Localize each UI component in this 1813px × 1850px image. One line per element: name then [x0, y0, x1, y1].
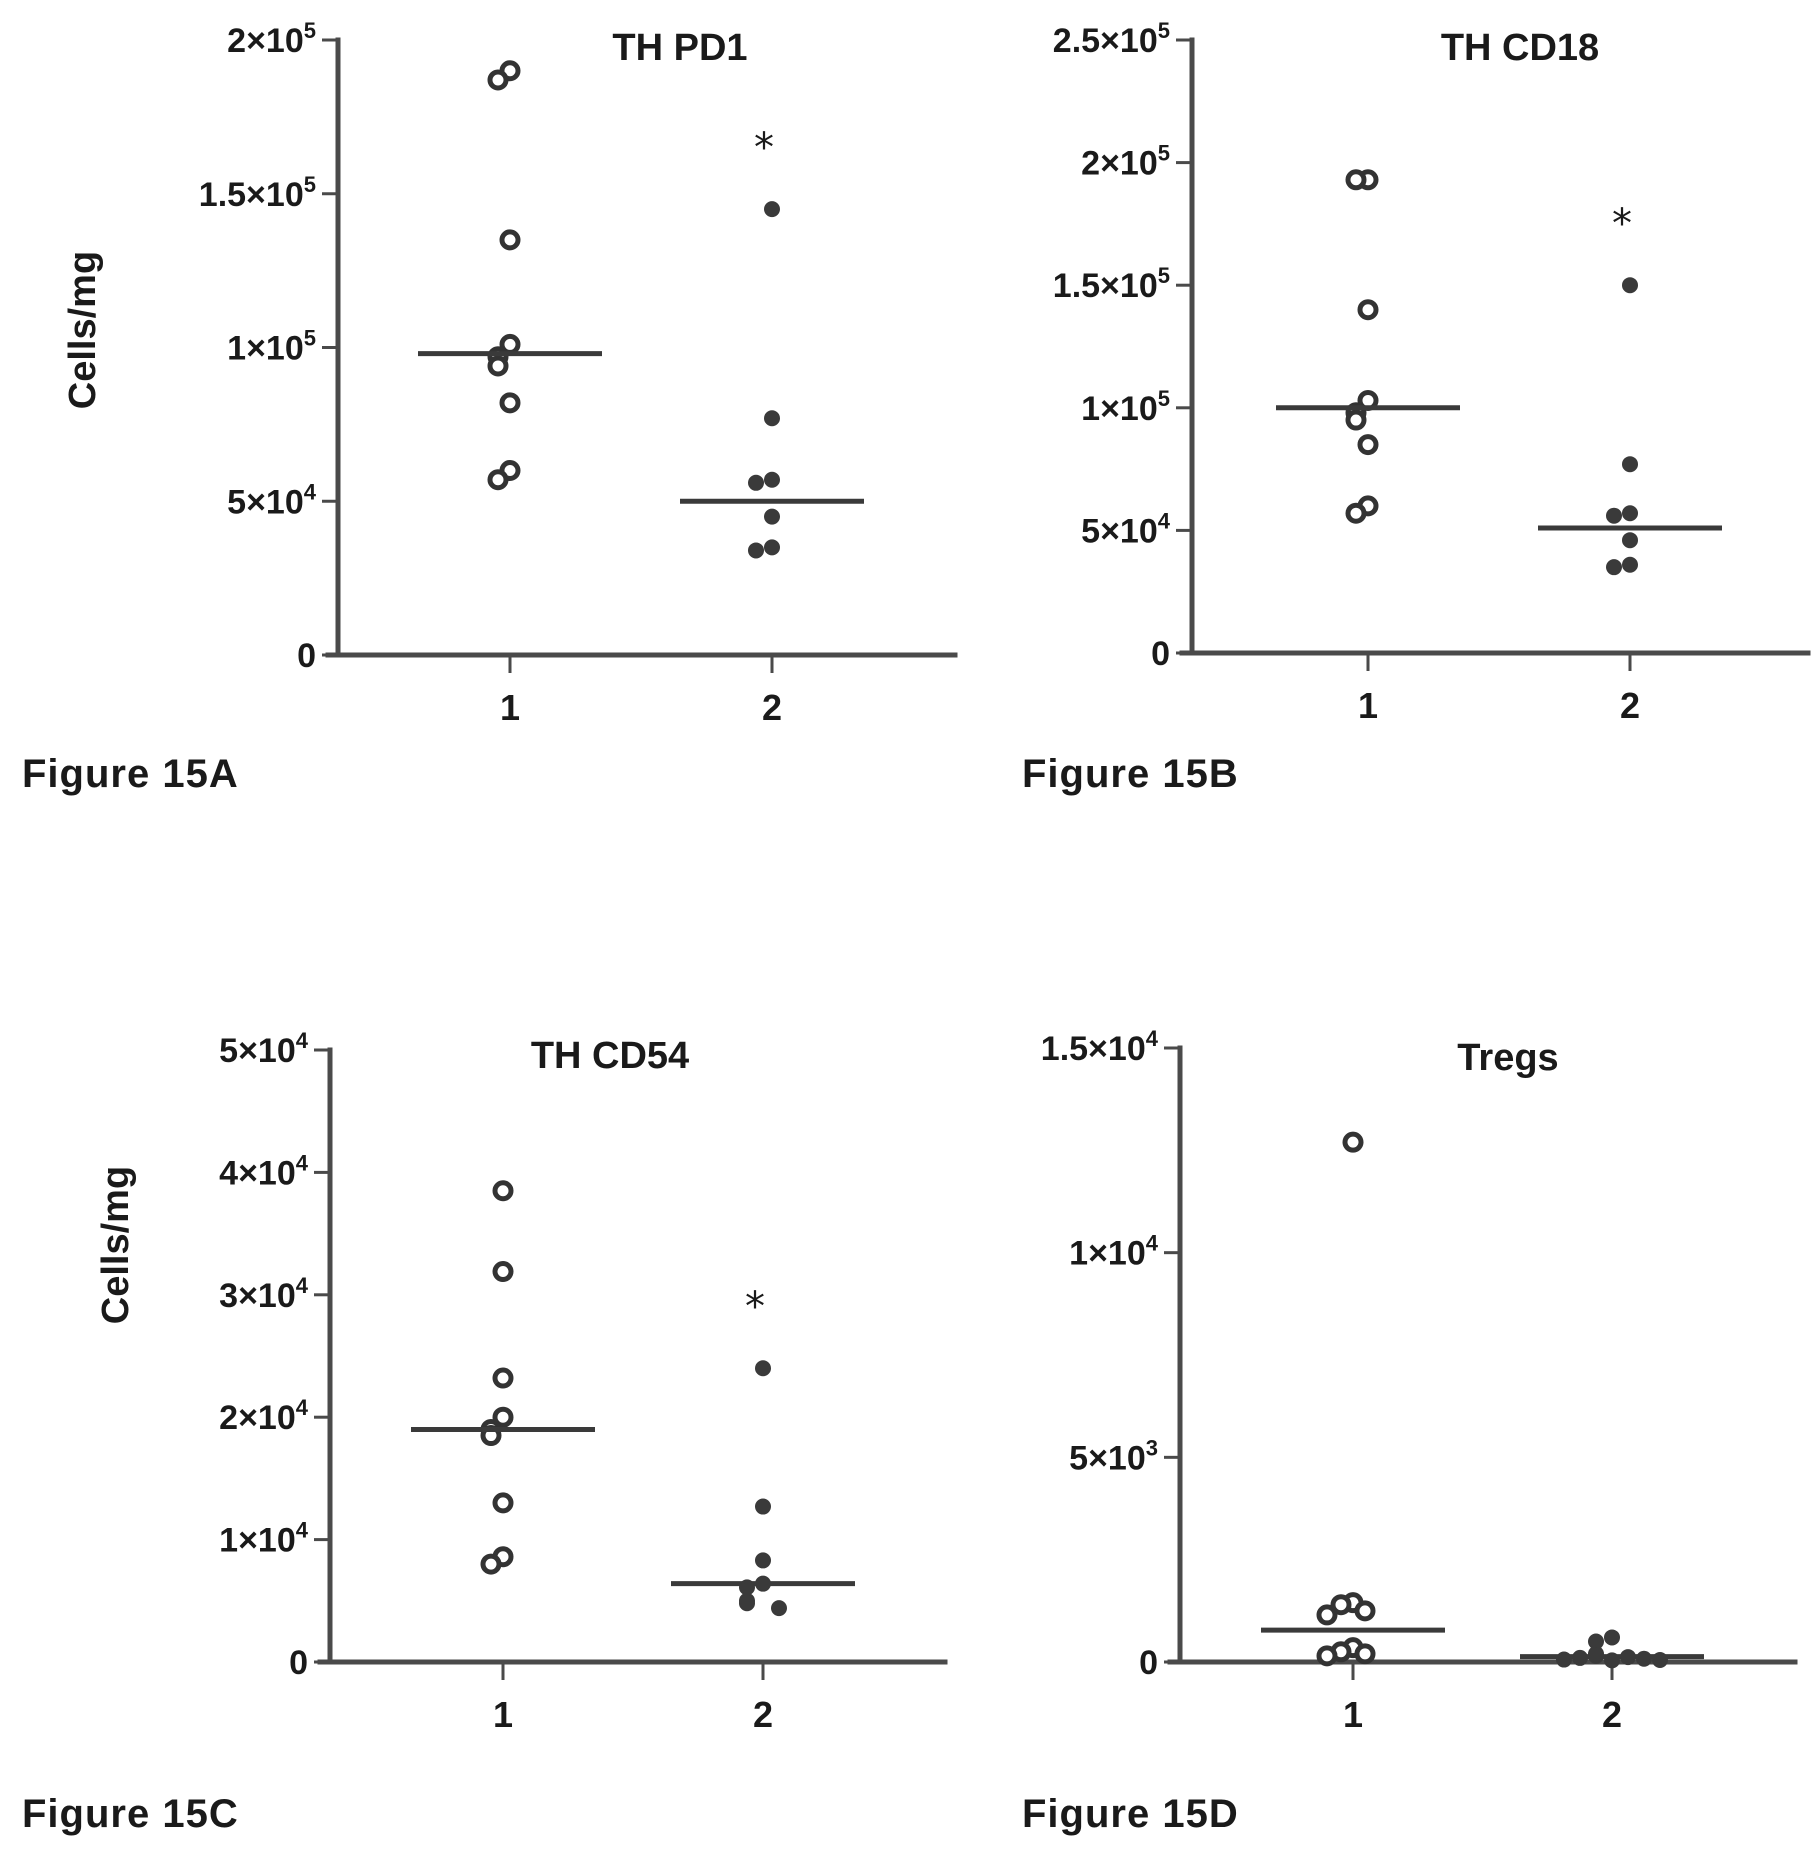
chart-title: TH CD54 [531, 1035, 689, 1077]
y-tick-label: 4×104 [219, 1150, 309, 1192]
y-tick-label: 1×104 [1069, 1231, 1159, 1273]
data-point [1354, 1643, 1376, 1665]
data-point [764, 539, 780, 556]
chart-title: TH PD1 [612, 27, 747, 69]
figure-label-15c: Figure 15C [22, 1792, 239, 1836]
data-point [739, 1595, 755, 1612]
x-category-label: 2 [1620, 685, 1640, 726]
data-point [1622, 456, 1638, 473]
chart-panel-b: 0 5×104 1×105 1.5×105 2×105 2.5×105 1 2 TH CD18 * [960, 0, 1813, 760]
y-tick-label: 5×104 [1081, 508, 1171, 550]
y-tick-label: 0 [1151, 635, 1170, 673]
data-point [755, 1360, 771, 1377]
y-tick-label: 0 [289, 1644, 308, 1682]
data-point [764, 201, 780, 218]
data-point [1316, 1645, 1338, 1667]
data-point [1345, 409, 1367, 431]
chart-title: Tregs [1457, 1037, 1558, 1079]
data-point [1606, 559, 1622, 576]
y-tick-label: 5×104 [227, 479, 317, 521]
data-point [1357, 299, 1379, 321]
figure-label-15a: Figure 15A [22, 752, 239, 796]
chart-panel-d: 0 5×103 1×104 1.5×104 1 2 Tregs [960, 1000, 1813, 1735]
data-point [492, 1406, 514, 1428]
data-point [1354, 1600, 1376, 1622]
data-point [487, 355, 509, 377]
data-point [1622, 277, 1638, 294]
data-point [499, 392, 521, 414]
y-tick-label: 2×104 [219, 1395, 309, 1437]
significance-asterisk: * [745, 1284, 765, 1330]
y-axis-label: Cells/mg [95, 1166, 137, 1324]
chart-panel-a: 0 5×104 1×105 1.5×105 2×105 1 2 TH PD1 Cells/mg * [0, 0, 960, 760]
data-point [1316, 1604, 1338, 1626]
chart-15a: 0 5×104 1×105 1.5×105 2×105 1 2 TH PD1 Cells/mg * [62, 18, 958, 728]
y-tick-label: 5×104 [219, 1028, 309, 1070]
data-point [764, 410, 780, 427]
data-point [755, 1552, 771, 1569]
y-tick-label: 1.5×104 [1041, 1026, 1159, 1068]
x-category-label: 1 [1343, 1694, 1363, 1735]
x-category-label: 2 [1602, 1694, 1622, 1735]
data-point [748, 542, 764, 559]
data-point [1604, 1629, 1620, 1646]
x-category-label: 1 [493, 1694, 513, 1735]
data-point [1342, 1131, 1364, 1153]
data-point [1330, 1594, 1352, 1616]
data-point [487, 469, 509, 491]
data-point [492, 1180, 514, 1202]
data-point [771, 1600, 787, 1617]
y-tick-label: 5×103 [1069, 1435, 1158, 1477]
chart-panel-c: 0 1×104 2×104 3×104 4×104 5×104 1 2 TH CD54 Cells… [0, 1000, 960, 1735]
data-point [1606, 507, 1622, 524]
data-point [764, 471, 780, 488]
data-point [499, 229, 521, 251]
y-tick-label: 2×105 [1081, 141, 1170, 183]
figure-label-15d: Figure 15D [1022, 1792, 1239, 1836]
y-tick-label: 1.5×105 [199, 172, 316, 214]
y-tick-label: 1×104 [219, 1518, 309, 1560]
y-tick-label: 3×104 [219, 1273, 309, 1315]
y-tick-label: 2.5×105 [1053, 18, 1170, 60]
figure-label-15b: Figure 15B [1022, 752, 1239, 796]
significance-asterisk: * [754, 125, 774, 171]
y-tick-label: 0 [297, 637, 316, 675]
y-tick-label: 0 [1139, 1644, 1158, 1682]
data-point [1357, 434, 1379, 456]
data-point [1622, 505, 1638, 522]
chart-title: TH CD18 [1441, 27, 1599, 69]
chart-15b: 0 5×104 1×105 1.5×105 2×105 2.5×105 1 2 TH CD18 * [1053, 18, 1811, 726]
chart-15c: 0 1×104 2×104 3×104 4×104 5×104 1 2 TH CD54 Cells… [95, 1028, 948, 1735]
x-category-label: 2 [762, 687, 782, 728]
x-category-label: 1 [500, 687, 520, 728]
data-point [748, 474, 764, 491]
data-point [487, 69, 509, 91]
y-tick-label: 1×105 [1081, 386, 1170, 428]
data-point [764, 508, 780, 525]
data-point [1622, 532, 1638, 549]
data-point [492, 1367, 514, 1389]
significance-asterisk: * [1612, 201, 1632, 247]
data-point [480, 1553, 502, 1575]
data-point [755, 1498, 771, 1515]
data-point [1345, 169, 1367, 191]
x-category-label: 1 [1358, 685, 1378, 726]
data-point [1622, 556, 1638, 573]
data-point [1345, 502, 1367, 524]
x-category-label: 2 [753, 1694, 773, 1735]
data-point [492, 1492, 514, 1514]
y-tick-label: 1.5×105 [1053, 263, 1170, 305]
data-point [492, 1261, 514, 1283]
y-tick-label: 2×105 [227, 18, 316, 60]
chart-15d: 0 5×103 1×104 1.5×104 1 2 Tregs [1041, 1026, 1798, 1735]
y-tick-label: 1×105 [227, 326, 316, 368]
y-axis-label: Cells/mg [62, 251, 104, 409]
